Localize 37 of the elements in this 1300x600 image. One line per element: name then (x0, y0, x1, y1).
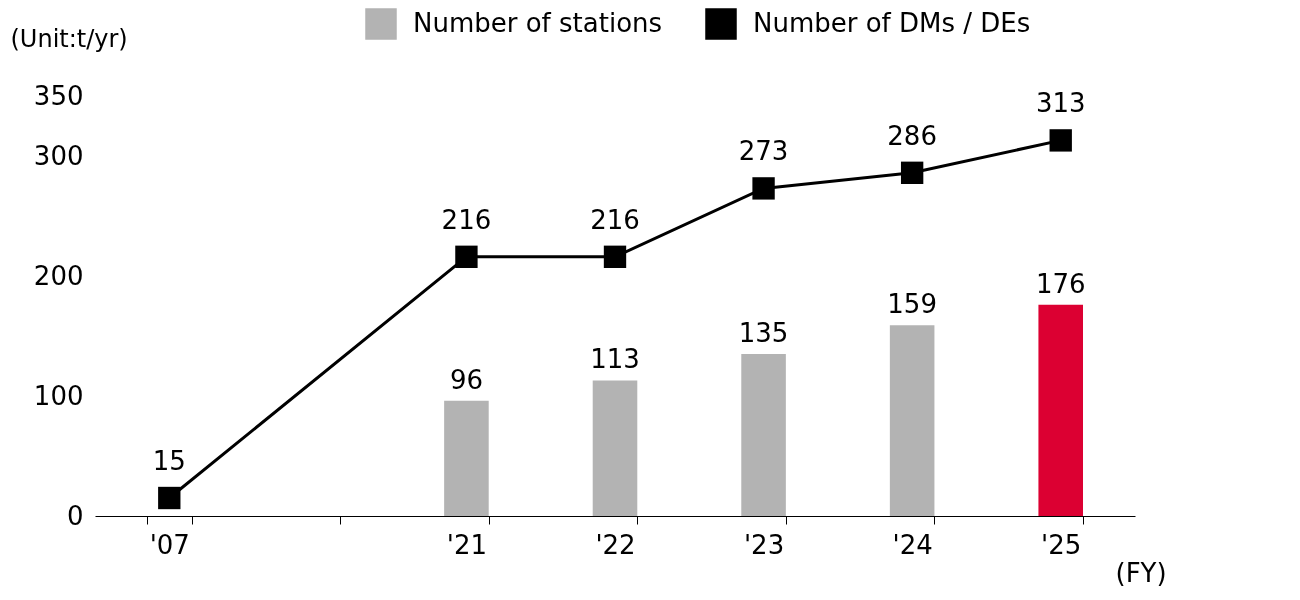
data-label: 135 (738, 318, 789, 348)
legend-label: Number of stations (413, 8, 663, 38)
y-tick-label: 0 (66, 500, 84, 531)
data-label: 286 (887, 120, 937, 151)
bar (592, 380, 638, 516)
point (158, 486, 181, 510)
y-tick-label: 100 (33, 380, 84, 411)
data-label: 216 (590, 204, 640, 235)
point (752, 177, 775, 200)
x-tick-label: '25 (1041, 529, 1082, 560)
x-tick-label: '23 (743, 529, 785, 560)
data-label: 313 (1035, 88, 1086, 119)
y-tick-label: 350 (33, 80, 84, 111)
data-label: 176 (1035, 268, 1086, 299)
x-tick-label: '24 (892, 529, 933, 560)
bar (1038, 304, 1083, 516)
data-label: 113 (590, 344, 640, 375)
data-label: 15 (152, 446, 186, 476)
legend-label: Number of DMs / DEs (753, 8, 1031, 38)
point (1049, 129, 1072, 152)
y-tick-label: 200 (33, 260, 84, 291)
bar (889, 325, 935, 516)
point (603, 245, 627, 268)
point (900, 161, 924, 184)
data-label: 96 (449, 364, 483, 395)
x-axis-title: (FY) (1115, 557, 1167, 588)
bar (444, 400, 489, 516)
data-label: 159 (887, 289, 937, 320)
data-label: 273 (738, 136, 789, 167)
data-label: 216 (441, 204, 492, 235)
point (455, 245, 478, 268)
x-tick-label: '07 (149, 529, 190, 560)
y-axis-title: (Unit:t/yr) (10, 24, 128, 53)
bar (741, 354, 786, 516)
x-tick-label: '22 (595, 529, 636, 560)
x-tick-label: '21 (446, 529, 488, 560)
y-tick-label: 300 (33, 140, 84, 171)
